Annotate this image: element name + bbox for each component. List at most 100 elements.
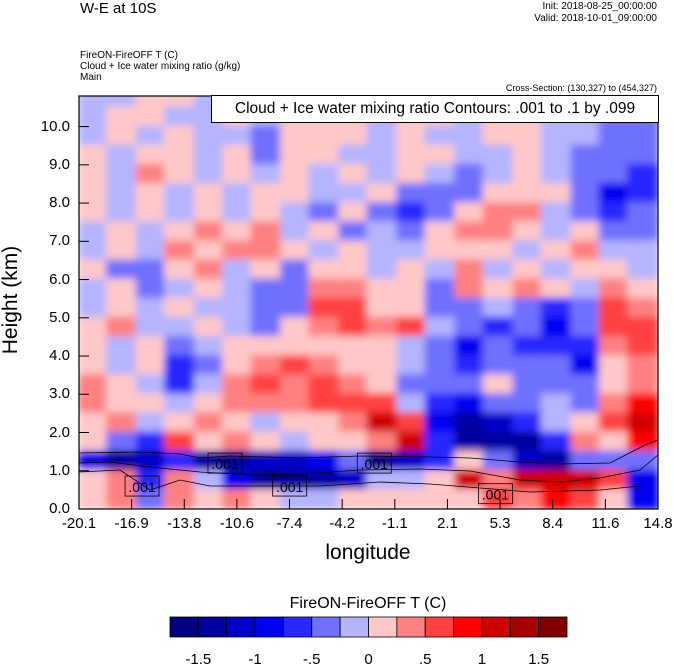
heatmap-cell: [308, 163, 341, 185]
heatmap-cell: [424, 278, 457, 300]
heatmap-cell: [106, 488, 139, 509]
x-tick-label: 8.4: [542, 515, 564, 532]
colorbar-swatch: [197, 616, 228, 638]
x-tick-label: 11.6: [591, 515, 620, 532]
heatmap-cell: [250, 316, 283, 338]
heatmap-cell: [570, 316, 603, 338]
heatmap-cell: [222, 182, 255, 205]
heatmap-cell: [540, 182, 573, 205]
heatmap-cell: [193, 355, 227, 377]
heatmap-cell: [366, 144, 399, 166]
contour-label-box: [272, 475, 308, 497]
heatmap-cell: [626, 469, 658, 491]
heatmap-cell: [135, 106, 169, 128]
contour-line: [79, 469, 651, 493]
heatmap-cell: [193, 316, 227, 338]
heatmap-cell: [135, 374, 169, 396]
heatmap-cell: [222, 374, 255, 396]
heatmap-cell: [626, 202, 658, 224]
heatmap-cell: [280, 374, 313, 396]
heatmap-cell: [540, 259, 573, 281]
heatmap-cell: [512, 450, 545, 472]
colorbar-swatch: [226, 616, 256, 638]
heatmap-cell: [626, 355, 658, 377]
heatmap-cell: [308, 240, 341, 262]
contour-lines: [79, 439, 658, 493]
contour-label: .001: [482, 487, 509, 503]
x-tick-label: -10.6: [219, 515, 255, 532]
heatmap-cell: [626, 374, 658, 396]
heatmap-cell: [338, 202, 371, 224]
colorbar-tick-label: -1: [248, 651, 262, 667]
heatmap-cell: [482, 316, 515, 338]
heatmap-cell: [512, 297, 545, 319]
contour-labels: .001 .001 .001 .001 .001: [124, 452, 513, 505]
heatmap-cell: [598, 297, 631, 319]
heatmap-cell: [106, 431, 139, 453]
cross-section-label: Cross-Section: (130,327) to (454,327): [505, 83, 657, 93]
heatmap-cell: [135, 96, 169, 109]
heatmap-cell: [250, 221, 283, 243]
heatmap-cell: [164, 393, 197, 415]
heatmap-cell: [106, 335, 139, 358]
heatmap-cell: [193, 125, 227, 147]
heatmap-cell: [396, 297, 429, 319]
heatmap-cell: [280, 125, 313, 147]
heatmap-cell: [482, 355, 515, 377]
heatmap-cell: [250, 144, 283, 166]
heatmap-cell: [338, 125, 371, 147]
heatmap-cell: [280, 163, 313, 185]
heatmap-cell: [482, 240, 515, 262]
colorbar-swatch: [169, 616, 199, 638]
heatmap-cell: [308, 202, 341, 224]
heatmap-cell: [540, 144, 573, 166]
heatmap-cell: [280, 202, 313, 224]
axis-ticks: [78, 126, 659, 510]
heatmap-cell: [164, 316, 197, 338]
heatmap-cell: [135, 355, 169, 377]
heatmap-cell: [570, 202, 603, 224]
heatmap-cell: [598, 355, 631, 377]
heatmap-cell: [540, 393, 573, 415]
heatmap-cell: [424, 469, 457, 491]
contour-label-box: [478, 483, 513, 505]
heatmap-cell: [598, 182, 631, 205]
heatmap-cell: [79, 259, 111, 281]
heatmap-cell: [626, 259, 658, 281]
heatmap-cell: [250, 163, 283, 185]
heatmap-cell: [598, 469, 631, 491]
heatmap-cell: [222, 202, 255, 224]
heatmap-cell: [193, 469, 227, 491]
heatmap-cell: [424, 202, 457, 224]
heatmap-cell: [338, 412, 371, 434]
heatmap-cell: [626, 221, 658, 243]
heatmap-cell: [135, 163, 169, 185]
heatmap-cell: [626, 182, 658, 205]
colorbar-swatch: [368, 616, 398, 638]
heatmap-cell: [366, 469, 399, 491]
heatmap-cell: [280, 259, 313, 281]
heatmap-cell: [366, 125, 399, 147]
heatmap-cell: [598, 488, 631, 509]
heatmap-cell: [454, 374, 487, 396]
heatmap-cell: [512, 182, 545, 205]
heatmap-cell: [280, 412, 313, 434]
heatmap-cell: [424, 488, 457, 509]
heatmap-cell: [222, 297, 255, 319]
heatmap-cell: [164, 488, 197, 509]
heatmap-cell: [626, 125, 658, 147]
heatmap-cell: [454, 297, 487, 319]
heatmap-cell: [79, 450, 111, 472]
heatmap-cell: [308, 297, 341, 319]
plot-title: W-E at 10S: [80, 0, 157, 17]
heatmap-cell: [222, 125, 255, 147]
colorbar-swatch: [339, 616, 369, 638]
heatmap-cell: [164, 221, 197, 243]
contour-label: .001: [211, 456, 238, 472]
heatmap-cell: [570, 488, 603, 509]
heatmap-cell: [570, 144, 603, 166]
heatmap-cell: [570, 278, 603, 300]
heatmap-cell: [135, 316, 169, 338]
heatmap-cell: [250, 202, 283, 224]
